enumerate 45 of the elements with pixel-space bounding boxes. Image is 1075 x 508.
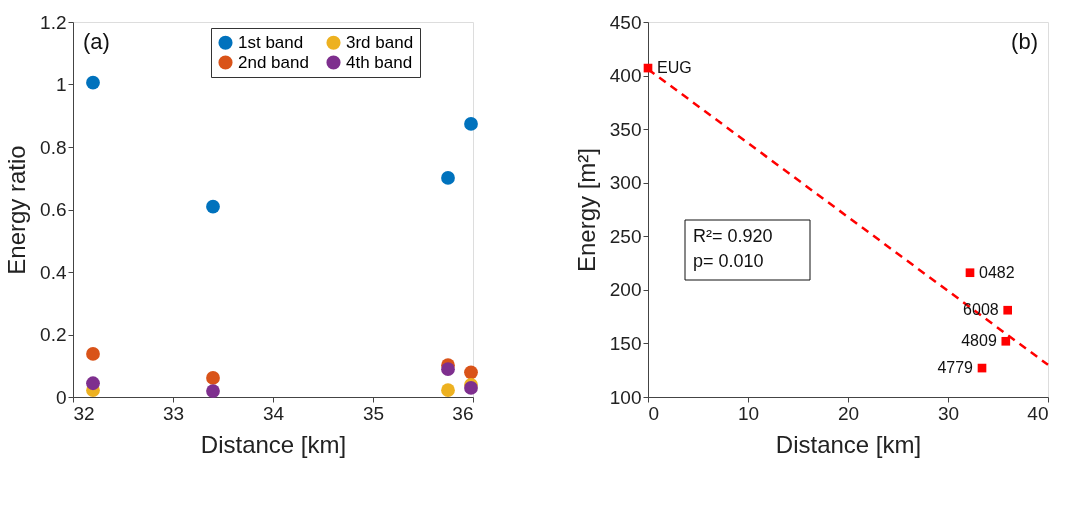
y-tick-label: 200	[609, 279, 642, 301]
legend-label: 1st band	[238, 32, 304, 52]
annotation: 4809	[961, 332, 997, 350]
y-tick-label: 1	[55, 74, 67, 95]
y-tick-label: 0.8	[40, 136, 67, 158]
x-axis-title: Distance [km]	[775, 430, 922, 458]
y-tick-label: 400	[609, 65, 642, 87]
y-tick-label: 250	[609, 225, 642, 247]
x-tick-label: 0	[648, 402, 660, 424]
point	[1001, 336, 1011, 346]
x-tick-label: 33	[162, 402, 185, 424]
y-tick-label: 300	[609, 172, 642, 194]
x-tick-label: 36	[452, 402, 474, 424]
x-tick-label: 20	[837, 402, 860, 424]
annotation: 6008	[963, 301, 999, 319]
y-tick-label: 100	[609, 386, 642, 408]
y-axis-title: Energy [m²]	[572, 147, 600, 273]
y-tick-label: 0	[55, 386, 67, 408]
y-tick-label: 350	[609, 118, 642, 140]
annotation: 4779	[937, 359, 974, 377]
annotation: p= 0.010	[693, 251, 764, 271]
y-axis-title: Energy ratio	[3, 145, 31, 275]
point	[1003, 305, 1013, 315]
chart-title: (a)	[83, 29, 110, 54]
x-tick-label: 10	[737, 402, 760, 424]
legend-label: 4th band	[346, 52, 413, 72]
y-tick-label: 1.2	[40, 11, 67, 33]
x-tick-label: 34	[262, 402, 285, 424]
annotation: 0482	[979, 263, 1015, 281]
annotation: R²= 0.920	[693, 226, 773, 246]
x-tick-label: 32	[73, 402, 95, 424]
x-axis-title: Distance [km]	[200, 430, 347, 458]
legend-label: 3rd band	[346, 32, 414, 52]
y-tick-label: 450	[609, 11, 642, 33]
x-tick-label: 35	[362, 402, 385, 424]
chart-title: (b)	[1011, 29, 1038, 54]
x-tick-label: 40	[1027, 402, 1049, 424]
legend-label: 2nd band	[238, 52, 309, 72]
y-tick-label: 0.6	[40, 199, 67, 220]
annotation: EUG	[657, 59, 692, 77]
y-tick-label: 150	[609, 332, 642, 354]
y-tick-label: 0.4	[40, 261, 67, 283]
y-tick-label: 0.2	[40, 324, 67, 345]
x-tick-label: 30	[937, 402, 960, 424]
point	[965, 268, 975, 278]
